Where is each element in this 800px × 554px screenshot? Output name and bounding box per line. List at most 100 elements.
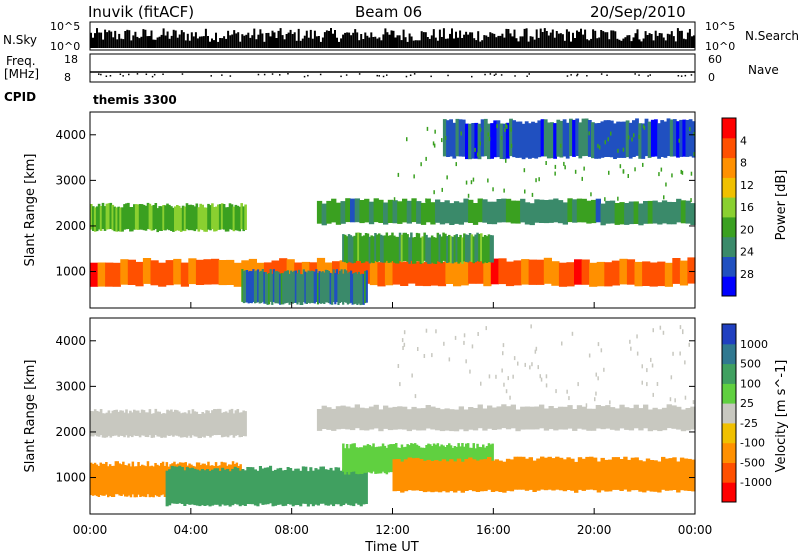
range-cell xyxy=(95,411,99,437)
range-cell xyxy=(581,406,587,430)
range-cell xyxy=(393,235,396,263)
nsky-bar xyxy=(572,32,574,48)
range-cell xyxy=(470,234,474,262)
noise-cell xyxy=(487,178,489,183)
range-cell xyxy=(344,466,348,504)
noise-cell xyxy=(441,138,443,143)
range-cell xyxy=(353,235,356,263)
range-cell xyxy=(122,461,125,495)
range-cell xyxy=(638,408,644,431)
range-cell xyxy=(172,411,175,437)
range-cell xyxy=(439,202,446,225)
nsky-bar xyxy=(114,30,117,48)
range-cell xyxy=(224,411,228,437)
range-cell xyxy=(449,409,455,432)
range-cell xyxy=(266,274,269,305)
nave-dot xyxy=(447,74,449,77)
range-cell xyxy=(420,408,427,431)
nsky-bar xyxy=(380,40,383,48)
range-cell xyxy=(236,205,240,231)
nsky-bar xyxy=(350,35,353,48)
nsky-bar xyxy=(680,30,683,48)
noise-cell xyxy=(564,165,566,170)
range-cell xyxy=(448,443,451,472)
nsky-bar xyxy=(688,29,691,48)
noise-cell xyxy=(643,125,646,130)
x-tick-label: 20:00 xyxy=(577,523,612,537)
nsky-bar xyxy=(440,37,443,48)
range-cell xyxy=(301,274,304,305)
nsky-bar xyxy=(604,32,607,48)
range-cell xyxy=(491,235,494,263)
nsky-bar xyxy=(104,29,107,48)
range-cell xyxy=(250,271,253,304)
range-cell xyxy=(461,237,464,264)
range-cell xyxy=(176,410,179,436)
nsky-bar xyxy=(368,37,371,48)
range-cell xyxy=(373,198,379,223)
nsky-bar xyxy=(430,35,433,48)
range-cell xyxy=(471,459,477,492)
range-cell xyxy=(604,459,609,492)
range-cell xyxy=(628,122,633,159)
noise-cell xyxy=(492,187,494,192)
noise-cell xyxy=(510,127,512,132)
nave-dot xyxy=(576,74,578,77)
range-cell xyxy=(97,262,106,287)
range-cell xyxy=(641,123,646,159)
range-cell xyxy=(691,121,696,158)
nsky-bar xyxy=(162,28,165,48)
noise-cell xyxy=(505,123,507,128)
range-cell xyxy=(626,459,632,492)
range-cell xyxy=(238,412,242,438)
colorbar-tick-label: -25 xyxy=(740,417,758,430)
range-cell xyxy=(614,408,620,431)
range-cell xyxy=(449,445,453,473)
range-cell xyxy=(319,466,323,504)
range-cell xyxy=(335,406,342,430)
range-cell xyxy=(255,270,258,303)
range-cell xyxy=(485,236,489,263)
range-cell xyxy=(548,199,554,223)
range-cell xyxy=(406,234,409,262)
range-cell xyxy=(175,466,179,504)
range-cell xyxy=(652,200,658,224)
range-cell xyxy=(244,270,247,303)
nave-dot xyxy=(649,74,651,76)
nsky-bar xyxy=(158,36,161,48)
range-cell xyxy=(468,257,477,284)
range-cell xyxy=(410,443,413,472)
nsky-bar xyxy=(553,37,556,48)
nsky-bar xyxy=(313,30,316,48)
range-cell xyxy=(690,406,696,430)
noise-cell xyxy=(681,170,684,175)
nave-dot xyxy=(303,75,306,78)
range-cell xyxy=(505,458,511,491)
range-cell xyxy=(407,457,412,491)
range-cell xyxy=(666,118,671,156)
nsky-bar xyxy=(570,41,572,48)
nsky-bar xyxy=(303,35,306,48)
range-cell xyxy=(364,271,367,304)
range-cell xyxy=(465,234,468,262)
nsky-bar xyxy=(176,37,179,48)
range-cell xyxy=(101,413,105,438)
nave-dot xyxy=(500,74,503,76)
range-cell xyxy=(190,467,194,505)
range-cell xyxy=(392,259,401,285)
range-cell xyxy=(453,409,460,432)
nsky-bar xyxy=(396,35,399,48)
range-cell xyxy=(491,407,498,430)
range-cell xyxy=(264,272,268,304)
noise-cell xyxy=(636,351,639,356)
nsky-bar xyxy=(515,38,518,48)
range-cell xyxy=(152,413,156,438)
range-cell xyxy=(691,459,696,492)
range-cell xyxy=(369,259,378,286)
velocity-ylabel: Slant Range [km] xyxy=(23,360,38,473)
range-cell xyxy=(195,469,199,506)
range-cell xyxy=(415,261,424,286)
range-cell xyxy=(256,470,260,507)
nsky-bar xyxy=(650,34,653,48)
range-cell xyxy=(253,469,257,506)
